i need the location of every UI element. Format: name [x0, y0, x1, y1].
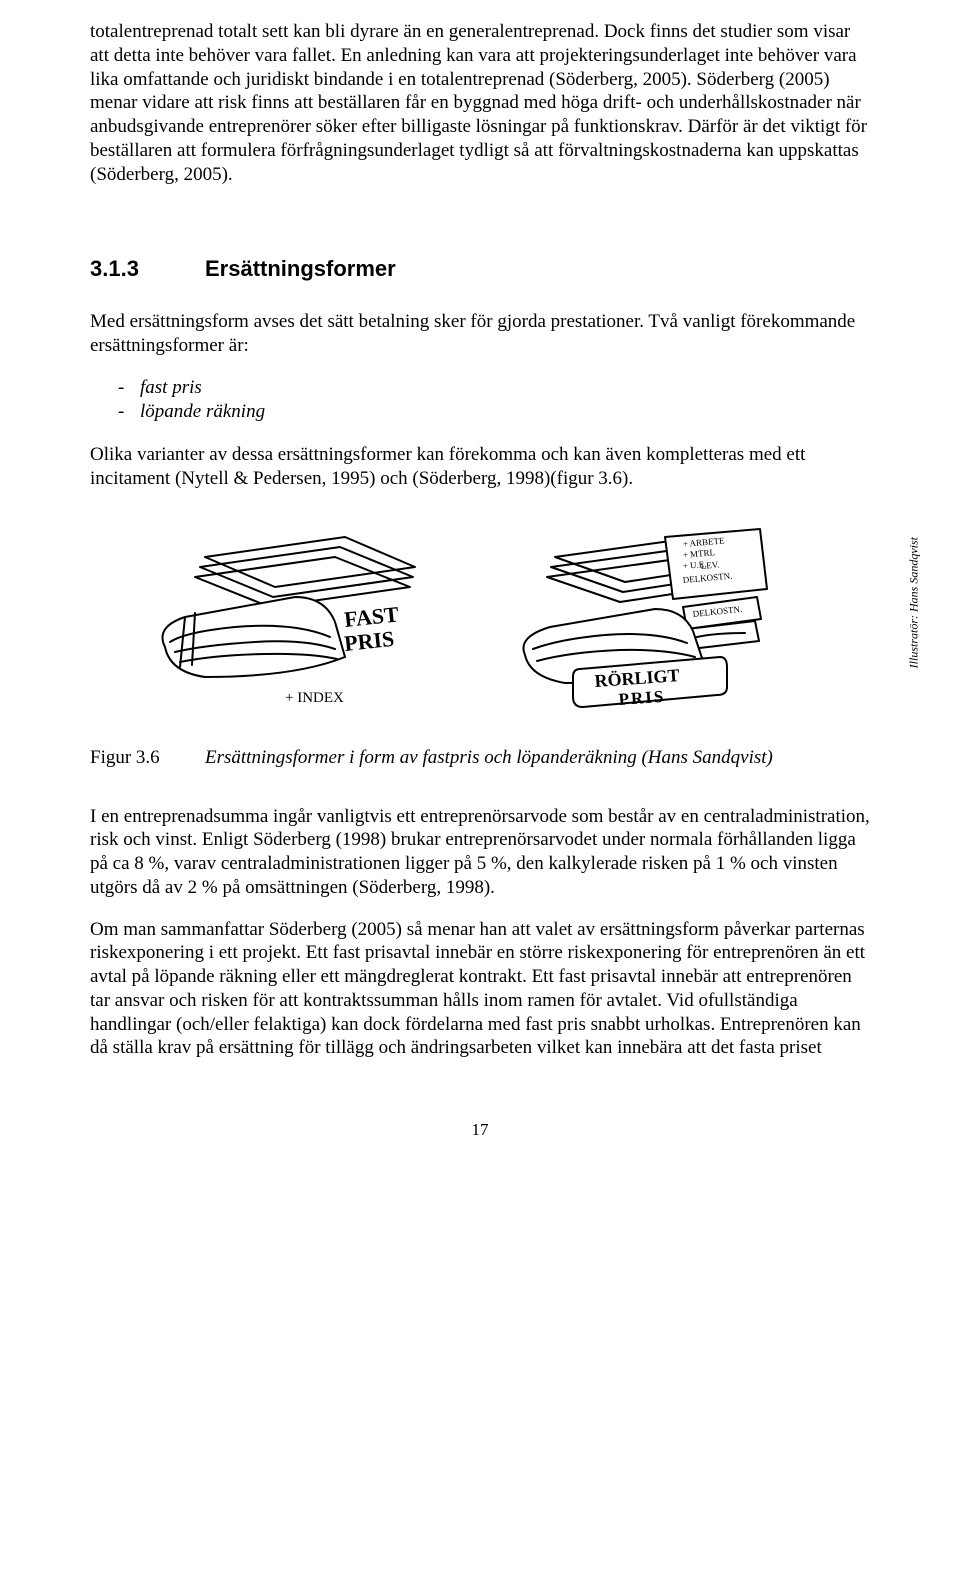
bullet-list: fast pris löpande räkning [90, 376, 870, 425]
sketch-fast-pris: FAST PRIS + INDEX [145, 527, 445, 717]
paragraph-1: totalentreprenad totalt sett kan bli dyr… [90, 20, 870, 186]
figure-caption-row: Figur 3.6 Ersättningsformer i form av fa… [90, 747, 870, 769]
section-heading: 3.1.3 Ersättningsformer [90, 256, 870, 282]
heading-number: 3.1.3 [90, 256, 205, 282]
note-line: LEV. [700, 559, 719, 571]
label-pris: PRIS [343, 625, 395, 655]
label-pris2: PRIS [618, 686, 666, 708]
figure-label: Figur 3.6 [90, 747, 205, 769]
illustrator-credit: Illustratör: Hans Sandqvist [906, 537, 921, 668]
paragraph-5: Om man sammanfattar Söderberg (2005) så … [90, 918, 870, 1061]
paragraph-4: I en entreprenadsumma ingår vanligtvis e… [90, 805, 870, 900]
label-index: + INDEX [285, 690, 344, 706]
figure-illustration: Illustratör: Hans Sandqvist FAST PRIS + … [90, 527, 870, 727]
figure-caption: Ersättningsformer i form av fastpris och… [205, 747, 773, 769]
paragraph-2: Med ersättningsform avses det sätt betal… [90, 310, 870, 358]
list-item: fast pris [140, 376, 870, 401]
paragraph-3: Olika varianter av dessa ersättningsform… [90, 443, 870, 491]
page-number: 17 [90, 1120, 870, 1140]
page: totalentreprenad totalt sett kan bli dyr… [0, 0, 960, 1180]
heading-text: Ersättningsformer [205, 256, 396, 282]
sketch-rorligt-pris: + ARBETE + MTRL + U.E. LEV. DELKOSTN. DE… [505, 527, 815, 727]
list-item: löpande räkning [140, 400, 870, 425]
